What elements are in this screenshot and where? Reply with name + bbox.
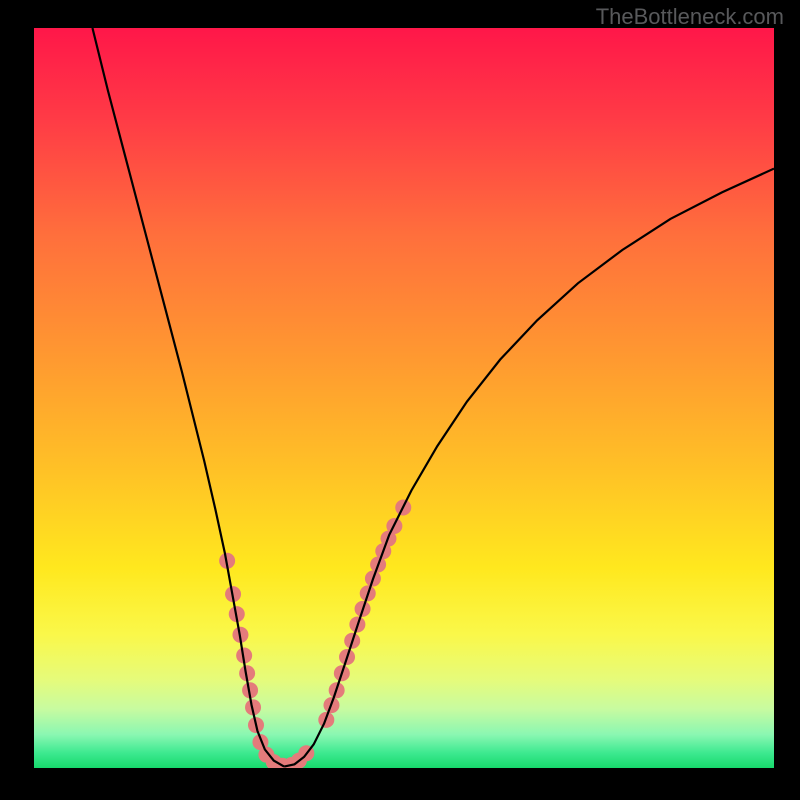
plot-area: [34, 28, 774, 768]
curve-left-branch: [92, 28, 284, 767]
curve-layer: [34, 28, 774, 768]
figure-container: TheBottleneck.com: [0, 0, 800, 800]
curve-right-branch: [284, 169, 774, 767]
scatter-dots: [219, 500, 411, 768]
watermark-text: TheBottleneck.com: [596, 4, 784, 30]
